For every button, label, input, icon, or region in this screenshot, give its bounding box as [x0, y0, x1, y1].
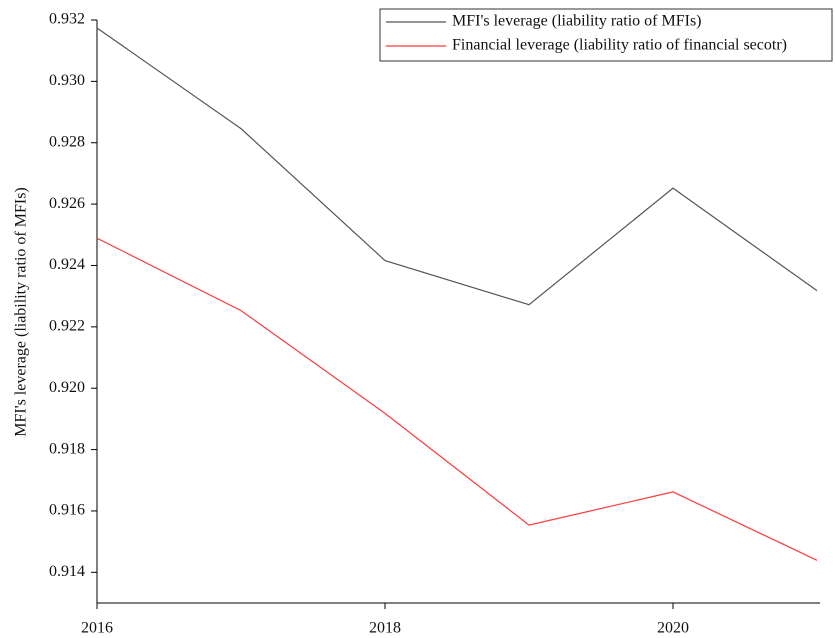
y-tick-label: 0.914 [49, 563, 85, 580]
legend-box [379, 8, 833, 62]
y-tick-label: 0.918 [49, 440, 85, 457]
y-tick-label: 0.928 [49, 133, 85, 150]
x-tick-label: 2020 [657, 620, 689, 637]
y-axis-title: MFI's leverage (liability ratio of MFIs) [13, 187, 30, 437]
y-tick-label: 0.932 [49, 11, 85, 28]
x-tick-label: 2018 [369, 620, 401, 637]
legend-label: MFI's leverage (liability ratio of MFIs) [452, 13, 702, 30]
y-tick-label: 0.916 [49, 502, 85, 519]
y-tick-label: 0.922 [49, 318, 85, 335]
x-tick-label: 2016 [81, 620, 113, 637]
legend-label: Financial leverage (liability ratio of f… [452, 37, 787, 54]
y-tick-label: 0.920 [49, 379, 85, 396]
y-tick-label: 0.926 [49, 195, 85, 212]
line-series [96, 237, 818, 561]
y-tick-label: 0.930 [49, 72, 85, 89]
y-tick-label: 0.924 [49, 256, 85, 273]
line-series [96, 27, 818, 306]
